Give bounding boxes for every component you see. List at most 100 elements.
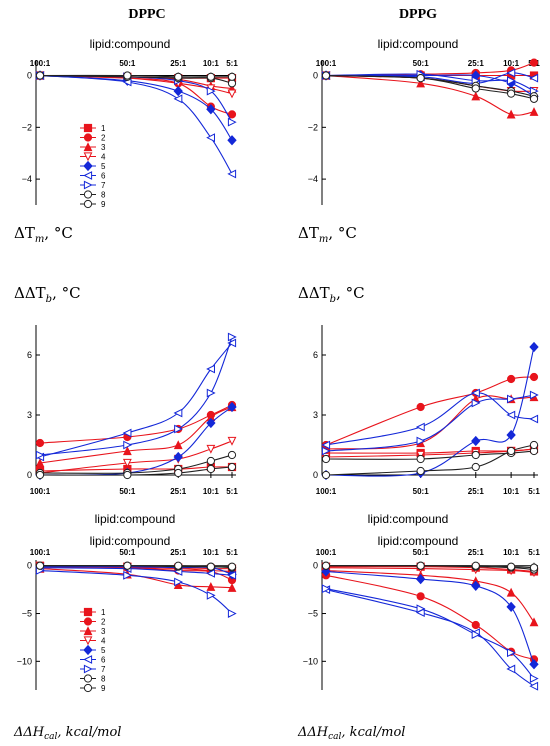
data-point-3	[416, 78, 426, 88]
legend-marker-5	[83, 160, 93, 172]
data-point-7	[507, 76, 516, 86]
y-tick-label: −4	[22, 174, 32, 184]
data-point-9	[529, 440, 539, 450]
data-point-9	[174, 72, 183, 81]
x-tick-label: 10:1	[203, 487, 220, 496]
x-tick-label: 25:1	[170, 548, 187, 557]
data-point-9	[471, 84, 480, 93]
data-point-8	[471, 450, 480, 460]
data-point-4	[206, 444, 216, 454]
series-line-9	[39, 466, 233, 476]
data-point-9	[206, 562, 215, 571]
data-point-5	[206, 104, 216, 115]
data-point-5	[529, 341, 539, 353]
legend-label-1: 1	[101, 608, 106, 617]
y-tick-label: −5	[308, 609, 318, 619]
data-point-9	[321, 561, 331, 570]
x-tick-label: 10:1	[503, 487, 520, 496]
series-line-7	[39, 74, 233, 123]
series-line-2	[325, 376, 535, 446]
legend-label-5: 5	[101, 646, 106, 655]
x-tick-label: 100:1	[30, 548, 51, 557]
x-tick-label: 10:1	[203, 548, 220, 557]
y-tick-label: −5	[22, 609, 32, 619]
panel-dppg_hcal: 0 −5 −10 100:1 50:1 25:1 10:1 5:1	[303, 548, 540, 691]
legend-label-4: 4	[101, 637, 106, 646]
data-point-9	[174, 468, 183, 478]
data-point-9	[35, 71, 45, 80]
ylabel-dppg-tb: ΔΔTb, °C	[298, 284, 365, 305]
data-point-6	[529, 73, 539, 83]
column-title-dppg: DPPG	[399, 7, 437, 22]
data-point-6	[227, 570, 237, 580]
data-point-5	[173, 451, 183, 463]
legend-label-8: 8	[101, 675, 106, 684]
data-point-7	[123, 440, 133, 450]
data-point-3	[529, 617, 539, 627]
legend-label-7: 7	[101, 181, 106, 190]
data-point-4	[122, 458, 132, 468]
data-point-5	[206, 417, 216, 429]
series-line-6	[39, 342, 233, 458]
data-point-9	[471, 462, 480, 472]
legend-marker-1	[83, 607, 93, 617]
data-point-2	[471, 620, 480, 630]
data-point-7	[416, 604, 426, 614]
data-point-2	[227, 110, 237, 119]
data-point-7	[206, 590, 216, 600]
legend-label-9: 9	[101, 200, 106, 209]
data-point-2	[416, 402, 425, 412]
data-point-7	[206, 86, 216, 96]
data-point-9	[35, 561, 45, 570]
data-point-6	[206, 133, 215, 143]
x-tick-label: 10:1	[203, 59, 220, 68]
data-point-7	[227, 117, 237, 127]
legend-marker-4	[83, 636, 93, 646]
legend-marker-5	[83, 644, 93, 656]
ylabel-dppg-tm: ΔTm, °C	[298, 224, 357, 245]
x-tick-label: 50:1	[413, 59, 430, 68]
legend-label-9: 9	[101, 684, 106, 693]
series-line-3	[325, 569, 535, 623]
y-tick-label: 3	[27, 410, 32, 420]
data-point-2	[416, 592, 425, 601]
data-point-7	[507, 648, 516, 658]
legend-marker-7	[83, 664, 93, 674]
data-point-9	[529, 94, 539, 103]
data-point-6	[173, 408, 183, 418]
data-point-9	[123, 470, 132, 480]
data-point-7	[471, 630, 481, 639]
data-point-5	[506, 429, 516, 441]
y-tick-label: −10	[303, 656, 318, 666]
data-point-5	[471, 435, 481, 447]
data-point-6	[321, 440, 331, 450]
data-point-6	[506, 664, 516, 674]
y-tick-label: 0	[313, 470, 318, 480]
series-line-6	[39, 74, 233, 175]
legend-marker-8	[83, 674, 93, 683]
legend-marker-2	[83, 133, 93, 142]
panel-dppc_tb: 0 3 6 100:1 50:1 25:1 10:1 5:1	[27, 325, 238, 496]
series-line-5	[325, 570, 535, 665]
data-point-5	[415, 573, 426, 585]
data-point-3	[35, 458, 45, 468]
legend-marker-2	[83, 617, 93, 626]
data-point-9	[507, 446, 516, 456]
data-point-9	[123, 561, 132, 570]
x-tick-label: 5:1	[528, 487, 540, 496]
data-point-2	[507, 374, 516, 384]
panel-dppg_tb: 0 3 6 100:1 50:1 25:1 10:1 5:1	[313, 325, 540, 496]
data-point-8	[321, 454, 331, 464]
x-tick-label: 25:1	[468, 487, 485, 496]
data-point-3	[529, 107, 539, 116]
series-line-3	[325, 74, 535, 116]
data-point-7	[471, 398, 481, 408]
data-point-6	[206, 568, 215, 578]
x-tick-label: 50:1	[119, 548, 136, 557]
legend-marker-4	[83, 152, 93, 162]
